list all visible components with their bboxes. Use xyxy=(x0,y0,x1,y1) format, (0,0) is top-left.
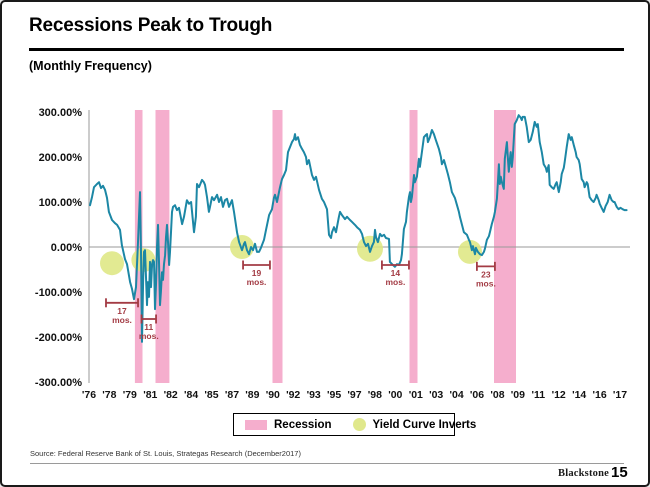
x-axis-tick-label: '93 xyxy=(307,389,321,401)
x-axis-tick-label: '17 xyxy=(613,389,627,401)
recessions-peak-to-trough-chart: 17 mos. 11 mos. 19 mos. 14 mos. 23 mos. 300.00% 200… xyxy=(35,107,630,401)
legend-inversion-label: Yield Curve Inverts xyxy=(372,418,477,431)
duration-label: 11 mos. xyxy=(139,322,159,341)
x-axis-tick-label: '16 xyxy=(593,389,607,401)
x-axis-tick-label: '14 xyxy=(572,389,586,401)
x-axis-tick-label: '85 xyxy=(204,389,218,401)
y-axis-tick-label: -300.00% xyxy=(35,377,82,389)
duration-label: 23 mos. xyxy=(476,269,496,288)
x-axis-tick-label: '06 xyxy=(470,389,484,401)
chart-legend: Recession Yield Curve Inverts xyxy=(233,413,476,436)
x-axis-tick-label: '78 xyxy=(102,389,116,401)
x-axis-tick-label: '79 xyxy=(123,389,137,401)
x-axis-tick-label: '12 xyxy=(552,389,566,401)
x-axis-tick-label: '92 xyxy=(286,389,300,401)
x-axis-tick-label: '81 xyxy=(143,389,157,401)
brand-logo: Blackstone xyxy=(558,468,610,479)
x-axis-tick-label: '87 xyxy=(225,389,239,401)
y-axis-tick-label: 200.00% xyxy=(39,152,83,164)
x-axis-tick-label: '76 xyxy=(82,389,96,401)
yield-curve-inversion-marker xyxy=(458,239,482,264)
x-axis-tick-label: '84 xyxy=(184,389,198,401)
y-axis-tick-label: 300.00% xyxy=(39,107,83,119)
y-axis-tick-label: 100.00% xyxy=(39,197,83,209)
x-axis-tick-label: '08 xyxy=(490,389,504,401)
x-axis-tick-label: '01 xyxy=(409,389,423,401)
duration-label: 14 mos. xyxy=(385,268,405,287)
duration-label: 17 mos. xyxy=(112,306,132,325)
x-axis-tick-label: '04 xyxy=(450,389,464,401)
x-axis-tick-label: '00 xyxy=(388,389,402,401)
x-axis-tick-label: '09 xyxy=(511,389,525,401)
x-axis-tick-label: '97 xyxy=(347,389,361,401)
x-axis-tick-label: '03 xyxy=(429,389,443,401)
yield-curve-inverts-dot xyxy=(352,418,366,431)
source-note: Source: Federal Reserve Bank of St. Loui… xyxy=(30,449,301,458)
yield-curve-inversion-marker xyxy=(100,251,124,276)
legend-recession-label: Recession xyxy=(274,418,332,431)
x-axis-tick-label: '90 xyxy=(266,389,280,401)
footer-rule xyxy=(30,463,624,464)
x-axis-tick-label: '98 xyxy=(368,389,382,401)
x-axis-tick-label: '89 xyxy=(245,389,259,401)
page-title: Recessions Peak to Trough xyxy=(29,15,273,36)
x-axis-tick-label: '82 xyxy=(164,389,178,401)
y-axis-tick-label: -200.00% xyxy=(35,332,82,344)
page-number: 15 xyxy=(611,464,628,481)
y-axis-tick-label: 0.00% xyxy=(51,242,82,254)
page-subtitle: (Monthly Frequency) xyxy=(29,59,152,73)
title-underline xyxy=(29,48,624,51)
y-axis-tick-label: -100.00% xyxy=(35,287,82,299)
spread-line-series xyxy=(89,114,628,343)
duration-label: 19 mos. xyxy=(247,268,267,287)
recession-band-swatch xyxy=(245,419,267,430)
x-axis-tick-label: '95 xyxy=(327,389,341,401)
x-axis-tick-label: '11 xyxy=(531,389,545,401)
